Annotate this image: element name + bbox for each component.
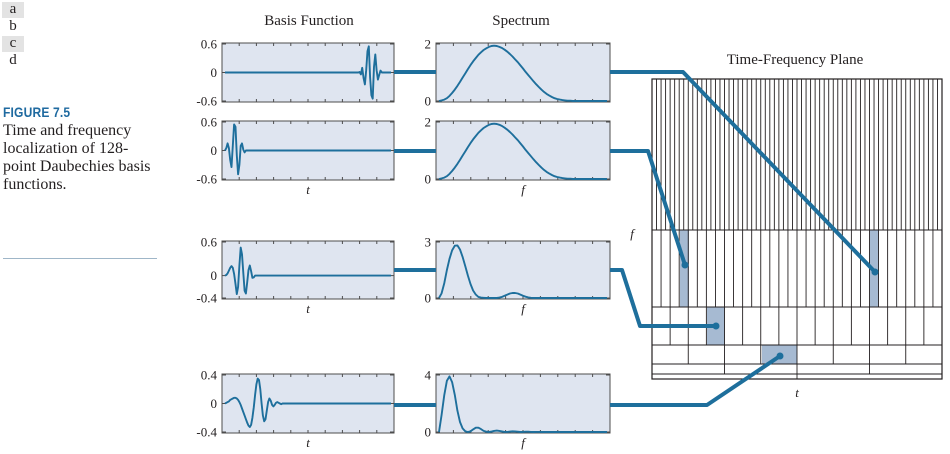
spectrum-header: Spectrum — [492, 13, 550, 29]
basis-c-curve — [224, 246, 391, 296]
spectrum-c-frame — [435, 240, 611, 300]
connector-line — [610, 70, 877, 274]
basis-a-panel: 0.6 0 -0.6 — [196, 37, 395, 109]
plane-time-axis-label: t — [795, 385, 799, 400]
highlighted-tile — [870, 230, 879, 307]
plot-panels: 0.60-0.6200.60-0.6t20f0.60-0.4t30f0.40-0… — [196, 37, 611, 450]
basis-d-panel: 0.4 0 -0.4 t — [196, 368, 395, 450]
spectrum-d-curve — [438, 375, 607, 433]
spectrum-a-y-tick-label: 0 — [425, 94, 432, 109]
connector-dot — [681, 261, 689, 269]
connector-lines — [394, 70, 879, 407]
panel-letter-column: a b c d — [2, 2, 24, 70]
connector-dot — [712, 322, 720, 330]
spectrum-b-y-tick-label: 0 — [425, 172, 432, 187]
connector-line — [610, 149, 687, 266]
panel-letter-c: c — [2, 36, 24, 53]
basis-a-y-tick-label: 0.6 — [201, 37, 218, 52]
connector-dot — [871, 268, 879, 276]
spectrum-d-x-label: f — [521, 435, 527, 450]
spectrum-c-panel: 3 0 f — [425, 235, 611, 316]
highlighted-tile — [680, 230, 689, 307]
panel-letter-d: d — [2, 53, 24, 70]
spectrum-c-y-tick-label: 3 — [425, 235, 432, 250]
spectrum-b-curve — [438, 122, 607, 180]
basis-c-y-tick-label: 0 — [211, 268, 218, 283]
basis-b-x-label: t — [306, 182, 310, 197]
spectrum-b-y-tick-label: 2 — [425, 115, 432, 130]
spectrum-d-panel: 4 0 f — [425, 368, 611, 450]
spectrum-a-y-tick-label: 2 — [425, 37, 432, 52]
basis-c-y-tick-label: 0.6 — [201, 235, 218, 250]
spectrum-b-x-label: f — [521, 182, 527, 197]
spectrum-d-y-tick-label: 4 — [425, 368, 432, 383]
spectrum-a-frame — [435, 42, 611, 103]
spectrum-b-frame — [435, 120, 611, 181]
basis-b-y-tick-label: -0.6 — [196, 172, 217, 187]
basis-c-x-label: t — [306, 301, 310, 316]
spectrum-a-curve — [438, 44, 607, 102]
time-frequency-plane-header: Time-Frequency Plane — [727, 52, 864, 68]
basis-b-y-tick-label: 0 — [211, 143, 218, 158]
connector-line — [610, 354, 782, 407]
basis-d-y-tick-label: 0.4 — [201, 368, 218, 383]
spectrum-c-x-label: f — [521, 301, 527, 316]
basis-a-y-tick-label: -0.6 — [196, 94, 217, 109]
basis-c-y-tick-label: -0.4 — [196, 291, 217, 306]
spectrum-d-y-tick-label: 0 — [425, 425, 432, 440]
basis-d-y-tick-label: -0.4 — [196, 425, 217, 440]
figure-caption: FIGURE 7.5 Time and frequency localizati… — [3, 104, 158, 194]
basis-d-x-label: t — [306, 435, 310, 450]
spectrum-a-panel: 20 — [425, 37, 611, 109]
plane-frequency-axis-label: f — [630, 226, 636, 241]
basis-b-y-tick-label: 0.6 — [201, 115, 218, 130]
basis-d-curve — [224, 377, 391, 428]
caption-divider — [3, 258, 157, 259]
spectrum-b-panel: 2 0 f — [425, 115, 611, 197]
connector-line — [610, 268, 716, 328]
panel-letter-a: a — [2, 2, 24, 19]
time-frequency-plane — [651, 78, 943, 380]
basis-function-header: Basis Function — [264, 13, 354, 29]
spectrum-c-curve — [438, 244, 607, 299]
figure-caption-text: Time and frequency localization of 128-p… — [3, 122, 151, 193]
basis-d-y-tick-label: 0 — [211, 396, 218, 411]
figure-label: FIGURE 7.5 — [3, 104, 71, 120]
basis-b-curve — [224, 123, 391, 176]
spectrum-d-frame — [435, 373, 611, 434]
basis-c-panel: 0.6 0 -0.4 t — [196, 235, 395, 316]
basis-a-y-tick-label: 0 — [211, 65, 218, 80]
spectrum-c-y-tick-label: 0 — [425, 291, 432, 306]
basis-b-panel: 0.6 0 -0.6 t — [196, 115, 395, 197]
connector-dot — [776, 352, 784, 360]
basis-a-curve — [225, 45, 391, 100]
panel-letter-b: b — [2, 19, 24, 36]
